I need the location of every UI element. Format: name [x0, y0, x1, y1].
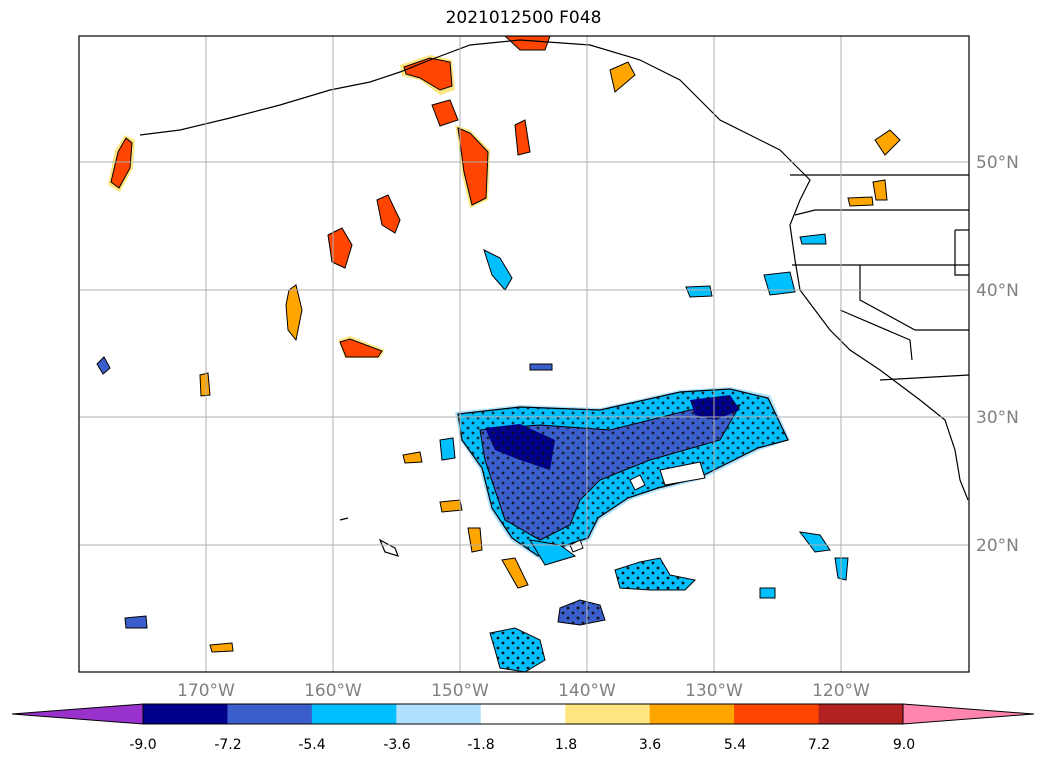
colorbar-tick: 3.6: [639, 737, 661, 753]
colorbar-segment: [649, 704, 735, 724]
longitude-labels: 170°W 160°W 150°W 140°W 130°W 120°W: [177, 681, 870, 701]
colorbar: [11, 703, 1035, 725]
colorbar-segment: [143, 704, 228, 724]
lon-label: 150°W: [431, 681, 489, 701]
latitude-labels: 50°N 40°N 30°N 20°N: [976, 153, 1019, 556]
colorbar-tick: 7.2: [808, 737, 830, 753]
colorbar-tick: -9.0: [129, 737, 156, 753]
colorbar-extend-low: [11, 703, 144, 725]
colorbar-segment: [734, 704, 820, 724]
map-area: [79, 36, 969, 672]
colorbar-frame: [142, 703, 904, 725]
colorbar-tick: -1.8: [467, 737, 494, 753]
colorbar-tick: 9.0: [893, 737, 915, 753]
colorbar-tick: -7.2: [214, 737, 241, 753]
colorbar-tick-labels: -9.0 -7.2 -5.4 -3.6 -1.8 1.8 3.6 5.4 7.2…: [129, 737, 915, 753]
lat-label: 20°N: [976, 536, 1019, 556]
lat-label: 40°N: [976, 281, 1019, 301]
colorbar-tick: -5.4: [298, 737, 325, 753]
colorbar-extend-high: [902, 703, 1035, 725]
colorbar-segment: [396, 704, 482, 724]
negative-anomaly-patches: [96, 233, 849, 672]
colorbar-tick: 1.8: [555, 737, 577, 753]
colorbar-segment: [565, 704, 651, 724]
positive-anomaly-patches: [108, 36, 901, 653]
lon-label: 120°W: [812, 681, 870, 701]
coastlines: [139, 39, 969, 557]
colorbar-tick: 5.4: [724, 737, 746, 753]
colorbar-segment: [818, 704, 904, 724]
map-title: 2021012500 F048: [445, 8, 602, 28]
colorbar-segment: [480, 704, 566, 724]
lon-label: 140°W: [558, 681, 616, 701]
lon-label: 160°W: [304, 681, 362, 701]
gridlines: [79, 36, 969, 672]
colorbar-tick: -3.6: [383, 737, 410, 753]
colorbar-segment: [227, 704, 313, 724]
map-frame: [78, 35, 970, 673]
colorbar-segment: [311, 704, 397, 724]
lon-label: 130°W: [685, 681, 743, 701]
negative-anomaly-region: [455, 387, 790, 566]
lon-label: 170°W: [177, 681, 235, 701]
lat-label: 50°N: [976, 153, 1019, 173]
lat-label: 30°N: [976, 408, 1019, 428]
